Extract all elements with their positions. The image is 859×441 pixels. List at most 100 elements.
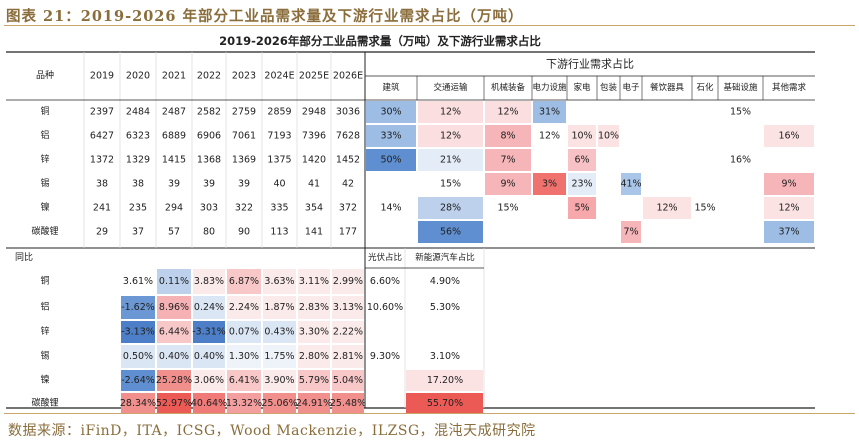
share-cell (366, 101, 416, 123)
yoy-cell (121, 370, 155, 391)
row-label: 锌 (40, 153, 49, 165)
ev-share: 4.90% (430, 276, 460, 287)
year-header: 2024E (264, 71, 294, 82)
demand-value: 39 (238, 179, 250, 190)
demand-value: 2484 (126, 107, 150, 118)
share-cell (418, 197, 483, 219)
yoy-cell (263, 296, 296, 319)
yoy-cell (193, 269, 225, 294)
share-value: 30% (380, 107, 401, 118)
sector-header: 基础设施 (723, 82, 758, 93)
demand-value: 2397 (90, 107, 114, 118)
yoy-value: 3.61% (123, 276, 153, 287)
share-cell (366, 149, 416, 171)
pv-share: 6.60% (370, 276, 400, 287)
yoy-value: 3.30% (299, 327, 329, 338)
share-value: 7% (623, 227, 638, 238)
share-value: 3% (542, 179, 557, 190)
year-header: 2025E (299, 71, 329, 82)
row-label: 锡 (40, 178, 49, 189)
yoy-value: 1.75% (264, 351, 294, 362)
yoy-cell (227, 296, 261, 319)
demand-value: 322 (235, 203, 253, 214)
share-cell (643, 197, 691, 219)
yoy-value: 3.06% (194, 375, 224, 386)
demand-value: 303 (200, 203, 218, 214)
demand-value: 6906 (197, 131, 221, 142)
yoy-cell (157, 296, 191, 319)
sector-header: 其他需求 (772, 82, 807, 93)
share-value: 23% (571, 179, 592, 190)
yoy-cell (227, 269, 261, 294)
yoy-cell (157, 393, 191, 414)
yoy-value: 3.63% (264, 276, 294, 287)
yoy-cell (193, 296, 225, 319)
share-cell (418, 149, 483, 171)
yoy-cell (298, 321, 330, 343)
yoy-value: 8.96% (159, 302, 189, 313)
share-cell (533, 173, 566, 195)
share-cell (621, 173, 641, 195)
share-value: 15% (730, 107, 751, 118)
share-value: 12% (778, 203, 799, 214)
sector-header: 石化 (696, 82, 714, 93)
demand-value: 38 (132, 179, 144, 190)
yoy-cell (332, 370, 364, 391)
share-cell (764, 173, 814, 195)
year-header: 2022 (197, 71, 221, 82)
yoy-cell (193, 370, 225, 391)
share-value: 12% (440, 131, 461, 142)
row-label: 镍 (40, 201, 49, 213)
yoy-cell (332, 321, 364, 343)
yoy-value: -3.31% (192, 327, 226, 338)
table-title: 2019-2026年部分工业品需求量（万吨）及下游行业需求占比 (219, 34, 541, 48)
yoy-value: 3.13% (333, 302, 363, 313)
sector-header: 电子 (622, 82, 640, 93)
share-header: 光伏占比 (368, 252, 402, 263)
share-cell (366, 125, 416, 147)
sector-header: 电力设施 (532, 82, 567, 93)
share-cell (533, 101, 566, 123)
share-value: 37% (778, 227, 799, 238)
row-label: 锡 (40, 351, 49, 362)
corner-label: 品种 (36, 69, 54, 81)
sector-header: 建筑 (382, 82, 400, 93)
share-cell (764, 197, 814, 219)
demand-value: 1369 (232, 155, 256, 166)
yoy-cell (298, 345, 330, 368)
share-cell (568, 197, 596, 219)
yoy-value: 0.07% (229, 327, 259, 338)
yoy-cell (298, 393, 330, 414)
demand-value: 38 (96, 179, 108, 190)
demand-value: 1415 (162, 155, 186, 166)
yoy-cell (298, 370, 330, 391)
demand-value: 40 (273, 179, 285, 190)
yoy-value: 3.83% (194, 276, 224, 287)
yoy-cell (193, 393, 225, 414)
share-value: 15% (497, 203, 518, 214)
demand-value: 294 (165, 203, 183, 214)
demand-value: 57 (168, 227, 180, 238)
yoy-value: 2.99% (333, 276, 363, 287)
yoy-value: -3.13% (121, 327, 155, 338)
yoy-value: 25.48% (330, 398, 366, 409)
yoy-cell (263, 393, 296, 414)
yoy-cell (193, 345, 225, 368)
demand-value: 113 (270, 227, 288, 238)
demand-value: 2582 (197, 107, 221, 118)
yoy-value: 28.34% (120, 398, 156, 409)
yoy-value: 13.32% (226, 398, 262, 409)
title-rule (4, 25, 855, 26)
share-value: 21% (440, 155, 461, 166)
demand-value: 2759 (232, 107, 256, 118)
sector-header: 机械装备 (491, 82, 526, 93)
share-cell (406, 370, 483, 391)
yoy-cell (332, 269, 364, 294)
year-header: 2026E (333, 71, 363, 82)
share-value: 33% (380, 131, 401, 142)
share-cell (418, 221, 483, 243)
yoy-cell (227, 345, 261, 368)
demand-value: 335 (270, 203, 288, 214)
demand-value: 6427 (90, 131, 114, 142)
figure-title: 图表 21：2019-2026 年部分工业品需求量及下游行业需求占比（万吨） (6, 8, 524, 25)
